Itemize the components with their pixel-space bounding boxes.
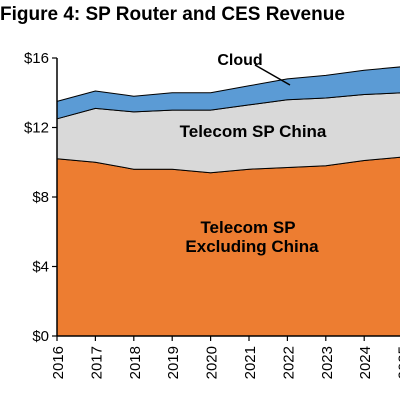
- x-tick-label: 2017: [88, 346, 105, 379]
- x-tick-label: 2024: [357, 346, 374, 379]
- label-cloud: Cloud: [217, 52, 262, 69]
- area-layers: [56, 66, 400, 337]
- chart-title: Figure 4: SP Router and CES Revenue: [0, 4, 345, 25]
- x-tick-label: 2016: [50, 346, 67, 379]
- cloud-leader-line: [254, 64, 291, 86]
- x-tick-label: 2021: [242, 346, 259, 379]
- label-telecom-sp-china: Telecom SP China: [180, 122, 327, 141]
- y-tick-label: $8: [32, 189, 49, 206]
- y-tick-label: $0: [32, 328, 49, 345]
- x-tick-label: 2025: [396, 346, 400, 379]
- y-tick-label: $4: [32, 259, 49, 276]
- area-cloud: [56, 66, 400, 120]
- x-tick-label: 2020: [204, 346, 221, 379]
- y-tick-label: $12: [24, 120, 49, 137]
- y-tick-label: $16: [24, 50, 49, 67]
- label-telecom-sp-line2: Excluding China: [185, 237, 319, 256]
- x-tick-label: 2019: [165, 346, 182, 379]
- label-telecom-sp-line1: Telecom SP: [200, 218, 295, 237]
- x-tick-label: 2022: [280, 346, 297, 379]
- x-tick-label: 2023: [319, 346, 336, 379]
- cloud-pointer: [254, 64, 291, 86]
- axes: $0 $4 $8 $12 $16 2016 2017 2018 2019 2020 2021 2022…: [24, 50, 400, 379]
- x-tick-label: 2018: [127, 346, 144, 379]
- area-labels: Cloud Telecom SP China Telecom SPExcluding…: [180, 52, 327, 256]
